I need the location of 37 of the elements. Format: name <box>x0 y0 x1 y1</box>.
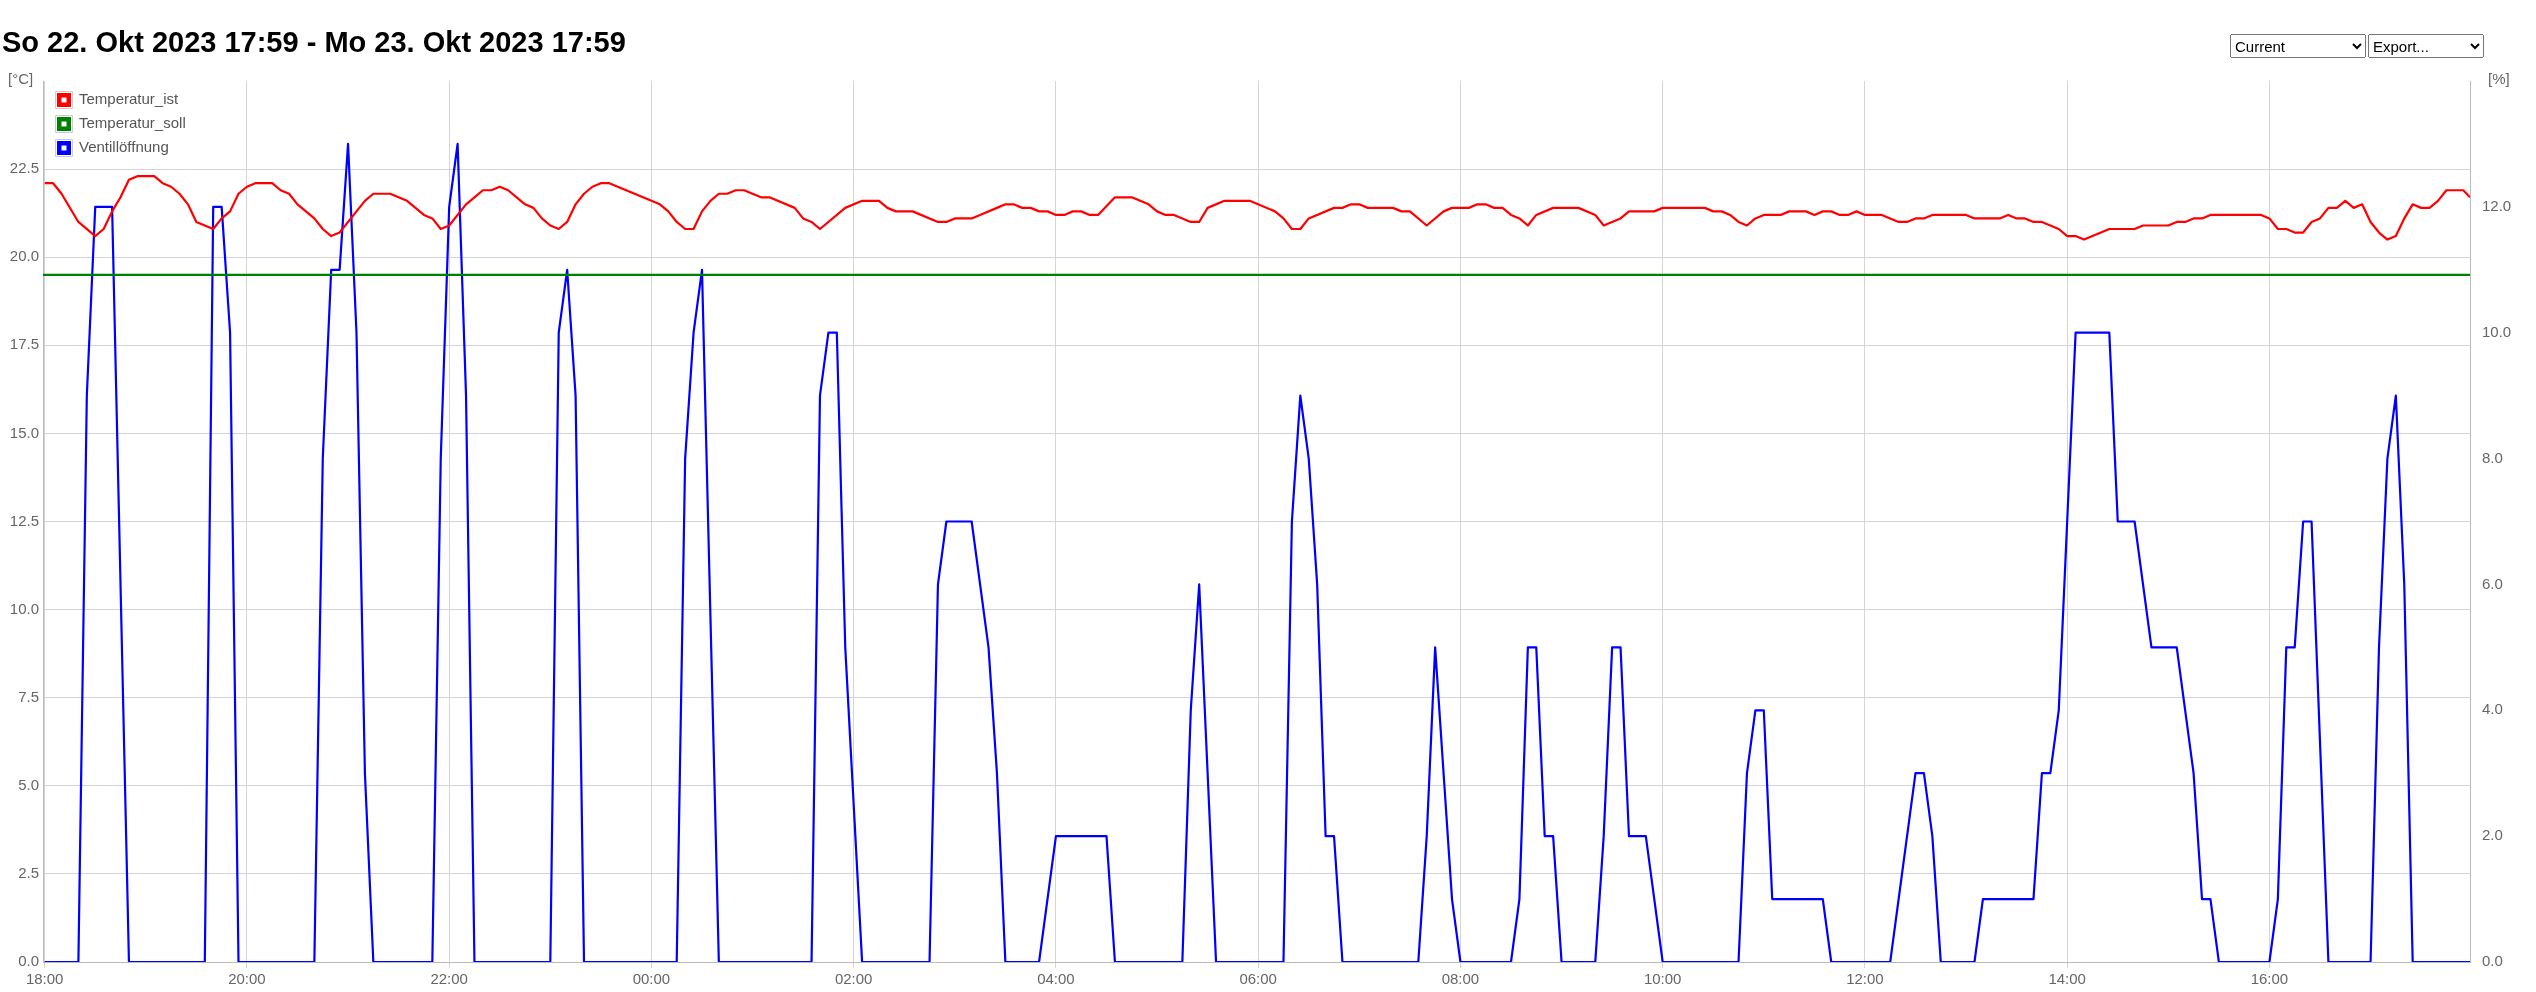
y-tick-label: 10.0 <box>9 599 39 617</box>
y-tick-label: 5.0 <box>18 775 39 793</box>
y2-tick-label: 6.0 <box>2482 574 2503 592</box>
y2-tick-label: 4.0 <box>2482 700 2503 718</box>
x-tick-label: 22:00 <box>430 970 468 988</box>
y-tick-label: 15.0 <box>9 423 39 441</box>
legend-label: Ventillöffnung <box>79 138 169 156</box>
y-tick-label: 12.5 <box>9 511 39 529</box>
legend-label: Temperatur_ist <box>79 90 180 108</box>
y2-axis-title: [%] <box>2488 70 2510 88</box>
x-tick-label: 02:00 <box>834 970 873 988</box>
x-tick-label: 04:00 <box>1037 970 1075 988</box>
y2-tick-label: 12.0 <box>2482 197 2512 214</box>
y-tick-label: 22.5 <box>9 159 39 177</box>
y-tick-label: 20.0 <box>9 247 39 265</box>
x-tick-label: 06:00 <box>1239 970 1277 988</box>
y2-tick-label: 0.0 <box>2482 952 2503 970</box>
y-axis-title: [°C] <box>8 70 34 88</box>
x-tick-label: 14:00 <box>2048 970 2086 988</box>
legend-label: Temperatur_soll <box>79 114 186 132</box>
y-tick-label: 7.5 <box>18 687 39 705</box>
chart-title: So 22. Okt 2023 17:59 - Mo 23. Okt 2023 17:59 <box>2 26 626 59</box>
y2-tick-label: 2.0 <box>2482 826 2503 844</box>
y-tick-label: 17.5 <box>9 335 39 353</box>
y2-tick-label: 8.0 <box>2482 448 2503 466</box>
x-tick-label: 18:00 <box>25 970 64 988</box>
x-tick-label: 00:00 <box>632 970 671 988</box>
y-tick-label: 2.5 <box>18 864 39 882</box>
x-tick-label: 16:00 <box>2250 970 2289 988</box>
dropdown-select: Current <box>2230 34 2366 58</box>
y-tick-label: 0.0 <box>18 952 39 970</box>
x-tick-label: 20:00 <box>228 970 266 988</box>
x-tick-label: 08:00 <box>1441 970 1480 988</box>
x-tick-label: 12:00 <box>1846 970 1884 988</box>
x-tick-label: 10:00 <box>1643 970 1682 988</box>
y2-tick-label: 10.0 <box>2482 322 2512 340</box>
dropdown-select: Export... <box>2368 34 2484 58</box>
